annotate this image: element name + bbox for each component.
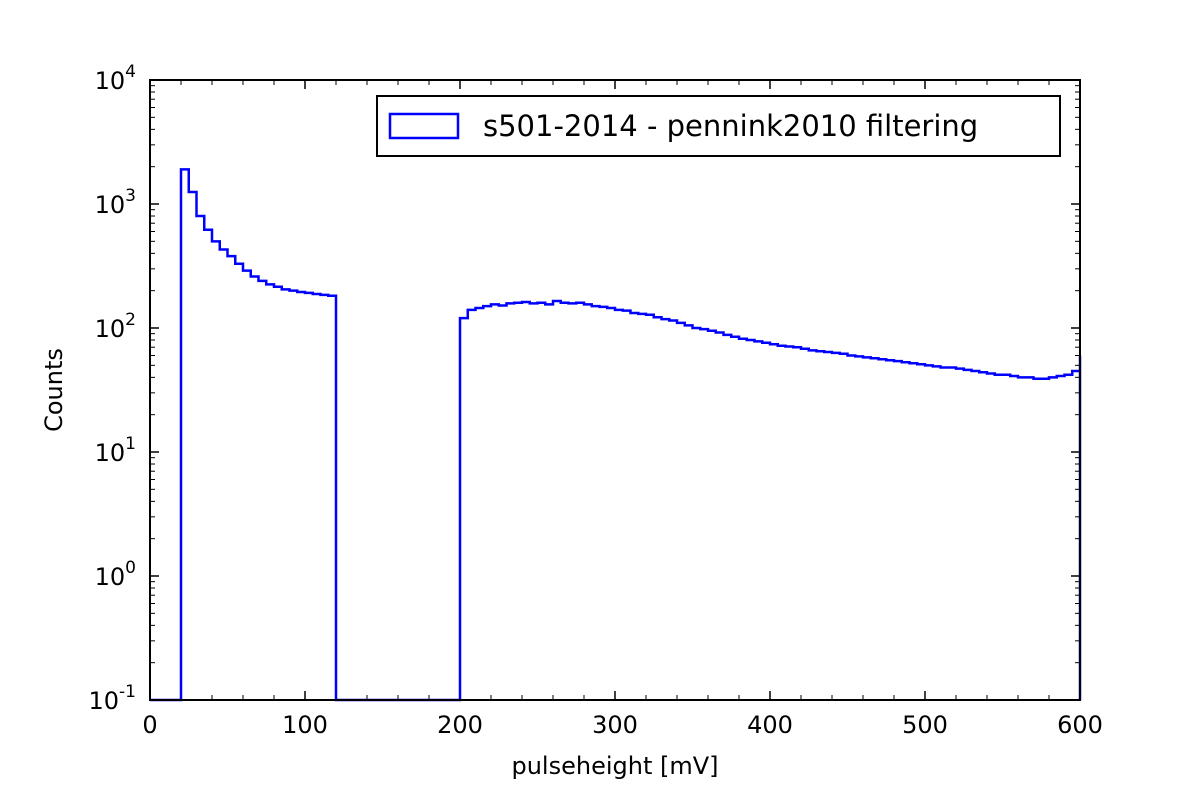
x-axis-label: pulseheight [mV] (511, 752, 718, 780)
x-tick-label-5: 500 (902, 711, 948, 739)
y-tick-label-3: 102 (95, 310, 136, 343)
x-tick-label-3: 300 (592, 711, 638, 739)
y-axis-label: Counts (40, 348, 68, 432)
labels-layer: 0 100 200 300 400 500 600 10-1 100 101 102 103 104 (89, 62, 1103, 739)
legend-swatch (388, 112, 460, 140)
x-tick-label-2: 200 (437, 711, 483, 739)
x-tick-label-4: 400 (747, 711, 793, 739)
y-tick-label-1: 100 (95, 558, 136, 591)
legend-label: s501-2014 - pennink2010 filtering (483, 109, 978, 143)
legend-frame (376, 95, 1061, 157)
y-tick-label-5: 104 (95, 62, 136, 95)
x-tick-label-1: 100 (282, 711, 328, 739)
series-line-0 (150, 168, 1082, 702)
x-tick-label-0: 0 (142, 711, 157, 739)
y-tick-label-0: 10-1 (89, 682, 137, 715)
y-tick-label-2: 101 (95, 434, 136, 467)
plot-frame (149, 79, 1081, 701)
y-tick-label-4: 103 (95, 186, 136, 219)
series-layer (150, 168, 1082, 702)
legend: s501-2014 - pennink2010 filtering (376, 95, 1061, 157)
x-tick-label-6: 600 (1057, 711, 1103, 739)
